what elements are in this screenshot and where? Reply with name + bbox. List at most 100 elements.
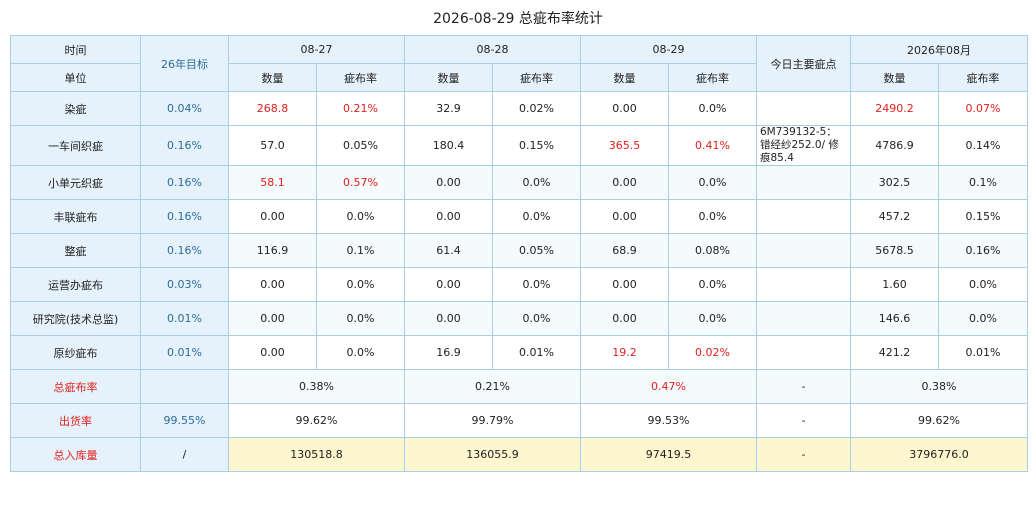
header-issues: 今日主要疵点 <box>756 35 851 92</box>
header-qty: 数量 <box>850 63 939 92</box>
ship-rate-goal: 99.55% <box>140 403 229 438</box>
cell-month-rate: 0.16% <box>938 233 1028 268</box>
cell-rate: 0.0% <box>668 199 757 234</box>
cell-issue <box>756 165 851 200</box>
inventory-row: 总入库量 / 130518.8 136055.9 97419.5 - 37967… <box>10 437 1028 472</box>
row-label: 运营办疵布 <box>10 267 141 302</box>
cell-rate: 0.41% <box>668 125 757 166</box>
ship-rate-d2: 99.79% <box>404 403 581 438</box>
ship-rate-issue: - <box>756 403 851 438</box>
cell-issue <box>756 199 851 234</box>
row-goal: 0.16% <box>140 125 229 166</box>
cell-issue <box>756 335 851 370</box>
inventory-goal: / <box>140 437 229 472</box>
cell-month-rate: 0.14% <box>938 125 1028 166</box>
cell-qty: 180.4 <box>404 125 493 166</box>
cell-qty: 0.00 <box>228 267 317 302</box>
cell-qty: 0.00 <box>228 199 317 234</box>
table-row: 运营办疵布 0.03% 0.00 0.0% 0.00 0.0% 0.00 0.0… <box>10 267 1028 302</box>
cell-qty: 57.0 <box>228 125 317 166</box>
table-row: 小单元织疵 0.16% 58.1 0.57% 0.00 0.0% 0.00 0.… <box>10 165 1028 200</box>
cell-qty: 0.00 <box>404 301 493 336</box>
ship-rate-label: 出货率 <box>10 403 141 438</box>
defect-rate-table: 时间 26年目标 08-27 08-28 08-29 今日主要疵点 2026年0… <box>10 35 1028 472</box>
total-rate-d1: 0.38% <box>228 369 405 404</box>
cell-qty: 0.00 <box>228 335 317 370</box>
total-rate-label: 总疵布率 <box>10 369 141 404</box>
inventory-d2: 136055.9 <box>404 437 581 472</box>
cell-month-qty: 146.6 <box>850 301 939 336</box>
cell-month-rate: 0.0% <box>938 301 1028 336</box>
total-rate-d3: 0.47% <box>580 369 757 404</box>
cell-month-qty: 2490.2 <box>850 91 939 126</box>
cell-rate: 0.15% <box>492 125 581 166</box>
cell-rate: 0.0% <box>316 267 405 302</box>
cell-qty: 61.4 <box>404 233 493 268</box>
row-goal: 0.16% <box>140 165 229 200</box>
row-label: 整疵 <box>10 233 141 268</box>
cell-rate: 0.02% <box>668 335 757 370</box>
cell-month-qty: 5678.5 <box>850 233 939 268</box>
inventory-d3: 97419.5 <box>580 437 757 472</box>
header-rate: 疵布率 <box>938 63 1028 92</box>
cell-rate: 0.05% <box>316 125 405 166</box>
cell-month-rate: 0.0% <box>938 267 1028 302</box>
cell-rate: 0.0% <box>492 301 581 336</box>
table-row: 研究院(技术总监) 0.01% 0.00 0.0% 0.00 0.0% 0.00… <box>10 301 1028 336</box>
cell-qty: 19.2 <box>580 335 669 370</box>
cell-rate: 0.02% <box>492 91 581 126</box>
table-row: 原纱疵布 0.01% 0.00 0.0% 16.9 0.01% 19.2 0.0… <box>10 335 1028 370</box>
row-goal: 0.04% <box>140 91 229 126</box>
cell-issue <box>756 91 851 126</box>
total-rate-month: 0.38% <box>850 369 1028 404</box>
cell-qty: 0.00 <box>580 91 669 126</box>
cell-issue <box>756 267 851 302</box>
cell-rate: 0.0% <box>492 199 581 234</box>
cell-month-qty: 302.5 <box>850 165 939 200</box>
cell-rate: 0.0% <box>668 91 757 126</box>
cell-rate: 0.08% <box>668 233 757 268</box>
cell-rate: 0.05% <box>492 233 581 268</box>
table-row: 整疵 0.16% 116.9 0.1% 61.4 0.05% 68.9 0.08… <box>10 233 1028 268</box>
row-label: 染疵 <box>10 91 141 126</box>
cell-month-rate: 0.1% <box>938 165 1028 200</box>
inventory-issue: - <box>756 437 851 472</box>
cell-rate: 0.0% <box>316 301 405 336</box>
header-row-time: 时间 26年目标 08-27 08-28 08-29 今日主要疵点 2026年0… <box>10 35 1028 92</box>
cell-qty: 16.9 <box>404 335 493 370</box>
cell-qty: 116.9 <box>228 233 317 268</box>
header-date-2: 08-28 <box>404 35 581 64</box>
cell-month-qty: 4786.9 <box>850 125 939 166</box>
cell-qty: 365.5 <box>580 125 669 166</box>
cell-qty: 58.1 <box>228 165 317 200</box>
cell-rate: 0.0% <box>668 267 757 302</box>
cell-qty: 68.9 <box>580 233 669 268</box>
cell-qty: 0.00 <box>228 301 317 336</box>
cell-issue <box>756 301 851 336</box>
cell-rate: 0.0% <box>316 335 405 370</box>
header-date-3: 08-29 <box>580 35 757 64</box>
row-label: 研究院(技术总监) <box>10 301 141 336</box>
cell-month-qty: 457.2 <box>850 199 939 234</box>
cell-rate: 0.21% <box>316 91 405 126</box>
row-label: 小单元织疵 <box>10 165 141 200</box>
ship-rate-row: 出货率 99.55% 99.62% 99.79% 99.53% - 99.62% <box>10 403 1028 438</box>
cell-rate: 0.0% <box>668 165 757 200</box>
cell-qty: 0.00 <box>404 165 493 200</box>
cell-qty: 0.00 <box>580 165 669 200</box>
ship-rate-month: 99.62% <box>850 403 1028 438</box>
row-label: 一车间织疵 <box>10 125 141 166</box>
total-rate-issue: - <box>756 369 851 404</box>
cell-month-qty: 1.60 <box>850 267 939 302</box>
cell-rate: 0.0% <box>668 301 757 336</box>
cell-month-qty: 421.2 <box>850 335 939 370</box>
cell-qty: 32.9 <box>404 91 493 126</box>
header-goal: 26年目标 <box>140 35 229 92</box>
row-goal: 0.16% <box>140 233 229 268</box>
cell-rate: 0.0% <box>316 199 405 234</box>
cell-qty: 0.00 <box>580 301 669 336</box>
table-row: 染疵 0.04% 268.8 0.21% 32.9 0.02% 0.00 0.0… <box>10 91 1028 126</box>
report-title: 2026-08-29 总疵布率统计 <box>433 11 603 27</box>
header-month: 2026年08月 <box>850 35 1028 64</box>
total-rate-row: 总疵布率 0.38% 0.21% 0.47% - 0.38% <box>10 369 1028 404</box>
